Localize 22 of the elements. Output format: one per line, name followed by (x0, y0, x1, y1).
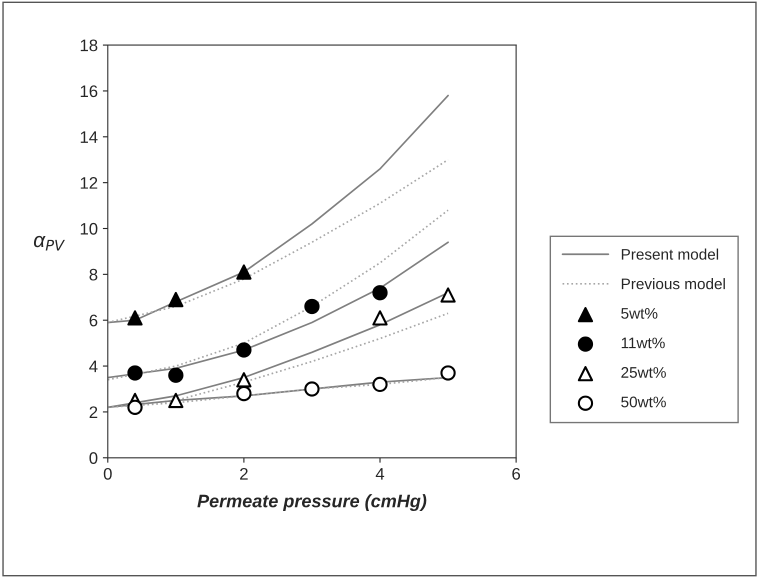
y-tick-label: 18 (80, 39, 98, 52)
x-tick-label: 6 (512, 468, 520, 480)
x-axis-title: Permeate pressure (cmHg) (197, 494, 426, 511)
x-tick-label: 0 (104, 468, 112, 480)
y-tick-label: 2 (90, 406, 98, 418)
y-tick-label: 0 (89, 452, 98, 464)
x-tick-label: 4 (376, 468, 384, 480)
y-tick-label: 14 (80, 131, 98, 143)
legend-label: 25wt% (621, 367, 666, 378)
y-tick-label: 8 (90, 268, 98, 281)
legend-label: 11wt% (622, 338, 665, 348)
y-tick-label: 16 (80, 85, 98, 98)
y-tick-label: 6 (90, 314, 98, 326)
y-tick-label: 10 (80, 222, 98, 235)
legend-label: Present model (622, 248, 718, 260)
legend-label: 50wt% (621, 396, 666, 408)
x-tick-label: 2 (240, 468, 248, 480)
y-tick-label: 12 (80, 177, 98, 189)
y-tick-label: 4 (89, 360, 98, 372)
y-axis-title: α$_{PV}$ (34, 236, 65, 250)
legend-label: Previous model (622, 278, 725, 290)
legend-label: 5wt% (621, 308, 658, 319)
